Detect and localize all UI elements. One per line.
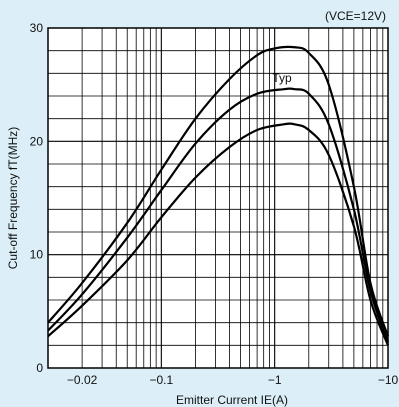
typ-annotation: Typ <box>272 71 292 85</box>
x-tick-label: −0.1 <box>149 373 173 387</box>
y-tick-label: 10 <box>30 248 44 262</box>
plot-background <box>48 28 388 368</box>
y-tick-label: 30 <box>30 21 44 35</box>
series-line-3 <box>47 122 390 346</box>
y-axis-label: Cut-off Frequency fT(MHz) <box>6 127 20 269</box>
series-line-2 <box>47 87 390 343</box>
y-tick-label: 0 <box>36 361 43 375</box>
x-tick-labels: −0.02 −0.1 −1 −10 <box>67 373 399 387</box>
y-tick-label: 20 <box>30 134 44 148</box>
series-line-1 <box>47 45 390 337</box>
x-tick-label: −0.02 <box>67 373 98 387</box>
x-tick-label: −10 <box>378 373 399 387</box>
x-tick-label: −1 <box>268 373 282 387</box>
curves <box>47 45 390 346</box>
x-axis-label: Emitter Current IE(A) <box>176 393 288 407</box>
condition-label: (VCE=12V) <box>325 9 386 23</box>
plot-frame <box>47 27 389 369</box>
y-tick-labels: 0 10 20 30 <box>30 21 44 375</box>
